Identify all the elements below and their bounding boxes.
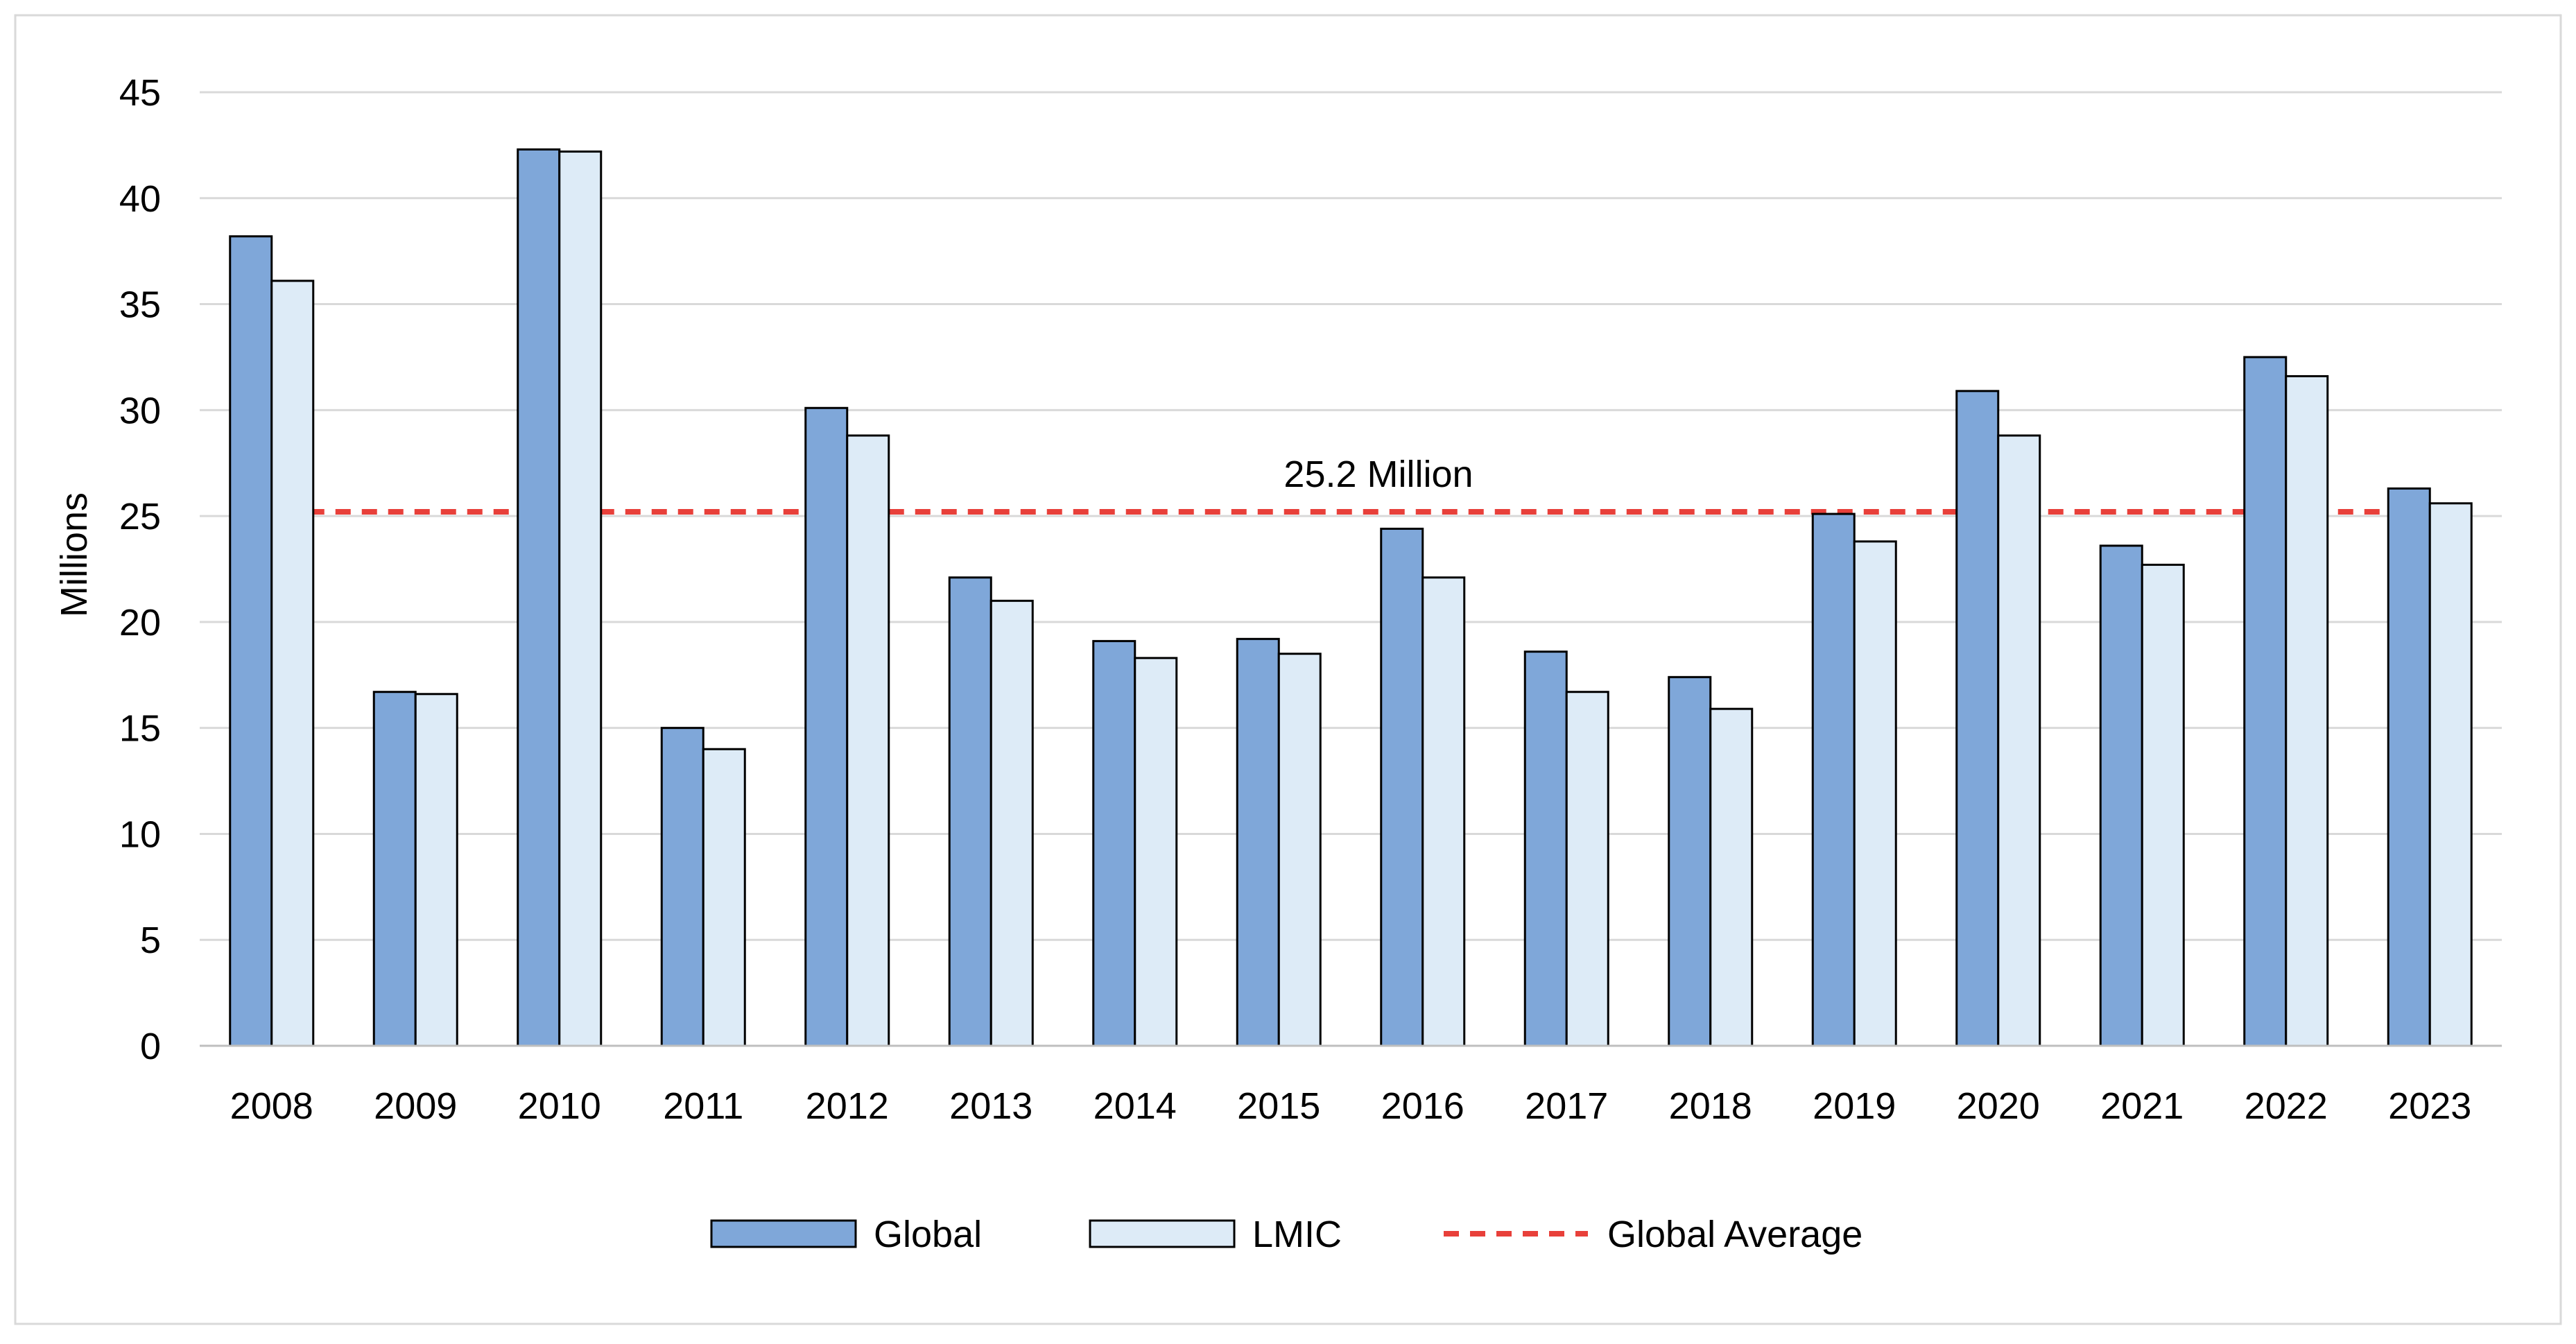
bar-lmic-2018: [1709, 707, 1754, 1047]
bar-lmic-2015: [1277, 653, 1322, 1047]
bar-global-2023: [2387, 487, 2431, 1047]
x-tick-label: 2011: [663, 1085, 743, 1127]
y-tick-label: 30: [119, 390, 161, 431]
bars: [229, 148, 2473, 1047]
y-tick-label: 35: [119, 284, 161, 326]
x-tick-label: 2017: [1525, 1085, 1608, 1127]
x-tick-label: 2012: [806, 1085, 889, 1127]
legend-label-global: Global: [874, 1214, 982, 1255]
reference-line-label: 25.2 Million: [1283, 454, 1473, 495]
bar-global-2014: [1092, 639, 1136, 1047]
legend-label-global-average: Global Average: [1607, 1214, 1862, 1255]
bar-global-2009: [372, 691, 417, 1047]
x-tick-label: 2010: [518, 1085, 601, 1127]
bar-lmic-2014: [1134, 657, 1178, 1047]
legend-swatch-lmic: [1089, 1219, 1236, 1248]
bar-lmic-2023: [2428, 502, 2473, 1047]
bar-lmic-2011: [702, 748, 746, 1047]
legend-item-global: Global: [710, 1214, 982, 1255]
bar-lmic-2008: [270, 279, 315, 1047]
bar-lmic-2021: [2141, 563, 2185, 1047]
y-tick-label: 5: [140, 920, 161, 961]
y-axis-ticks: 0 5 10 15 20 25 30 35 40 45: [119, 72, 161, 1067]
x-tick-label: 2016: [1381, 1085, 1464, 1127]
x-tick-label: 2013: [949, 1085, 1032, 1127]
x-axis-ticks: 2008 2009 2010 2011 2012 2013 2014 2015 2016 2017…: [230, 1085, 2472, 1127]
y-tick-label: 15: [119, 708, 161, 750]
x-tick-label: 2015: [1237, 1085, 1320, 1127]
x-tick-label: 2019: [1813, 1085, 1896, 1127]
legend-label-lmic: LMIC: [1252, 1214, 1342, 1255]
x-tick-label: 2023: [2388, 1085, 2471, 1127]
x-tick-label: 2021: [2100, 1085, 2184, 1127]
x-tick-label: 2022: [2245, 1085, 2328, 1127]
x-tick-label: 2009: [374, 1085, 457, 1127]
y-tick-label: 25: [119, 496, 161, 537]
x-tick-label: 2018: [1669, 1085, 1752, 1127]
legend-item-lmic: LMIC: [1089, 1214, 1342, 1255]
y-tick-label: 20: [119, 602, 161, 644]
bar-lmic-2013: [989, 599, 1034, 1047]
bar-global-2012: [804, 406, 849, 1047]
legend-swatch-global: [710, 1219, 857, 1248]
bar-lmic-2016: [1421, 576, 1466, 1047]
bar-lmic-2009: [414, 693, 458, 1047]
bar-lmic-2012: [846, 434, 890, 1047]
bar-global-2013: [948, 576, 992, 1047]
bar-global-2021: [2099, 544, 2143, 1047]
bar-global-2010: [517, 148, 561, 1047]
y-axis-label: Millions: [53, 492, 95, 617]
y-tick-label: 40: [119, 178, 161, 220]
bar-global-2008: [229, 235, 273, 1047]
bar-lmic-2010: [558, 150, 603, 1047]
bar-global-2017: [1523, 651, 1568, 1047]
bar-global-2015: [1236, 637, 1280, 1047]
bar-global-2018: [1668, 675, 1712, 1047]
bar-global-2020: [1955, 390, 2000, 1047]
x-tick-label: 2014: [1093, 1085, 1177, 1127]
y-tick-label: 10: [119, 813, 161, 855]
y-tick-label: 0: [140, 1026, 161, 1067]
bar-global-2016: [1380, 527, 1424, 1047]
bar-lmic-2017: [1565, 691, 1609, 1047]
bar-global-2011: [660, 727, 704, 1047]
legend-item-global-average: Global Average: [1444, 1214, 1862, 1255]
x-tick-label: 2020: [1957, 1085, 2040, 1127]
x-tick-label: 2008: [230, 1085, 313, 1127]
bar-global-2022: [2243, 356, 2288, 1047]
bar-lmic-2020: [1997, 434, 2041, 1047]
bar-lmic-2022: [2285, 374, 2329, 1047]
bar-global-2019: [1811, 512, 1856, 1047]
y-tick-label: 45: [119, 72, 161, 114]
legend: Global LMIC Global Average: [710, 1214, 1862, 1255]
bar-lmic-2019: [1853, 540, 1897, 1047]
